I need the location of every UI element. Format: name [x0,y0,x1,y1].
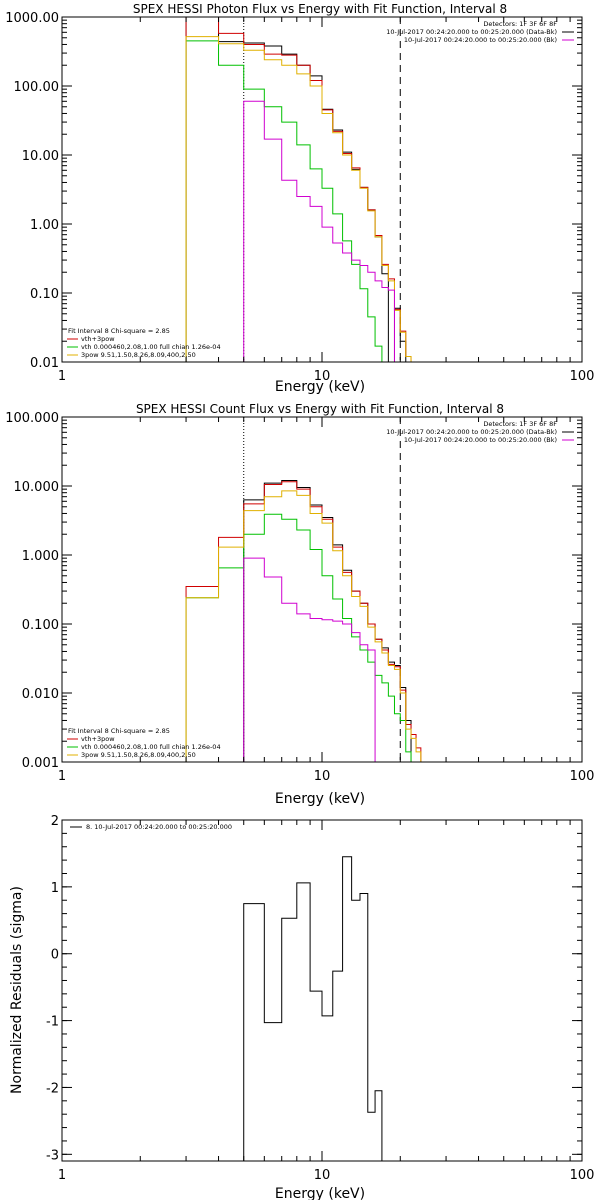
series-data-bk [185,16,407,362]
y-axis-label: Normalized Residuals (sigma) [9,886,25,1094]
series-3pow [185,490,422,762]
series-bk [243,100,395,362]
y-tick-label: 0.10 [30,287,59,302]
photon-flux-panel: SPEX HESSI Photon Flux vs Energy with Fi… [5,2,594,395]
series-vth [185,513,412,762]
y-tick-label: 1.000 [22,549,59,564]
legend-entry: Detectors: 1F 3F 6F 8F [483,20,557,28]
y-tick-label: 0.001 [22,756,59,771]
y-tick-label: 1000.00 [5,11,59,26]
x-tick-label: 10 [314,369,331,384]
y-tick-label: 2 [51,814,59,829]
x-tick-label: 100 [570,769,595,784]
x-tick-label: 10 [314,1168,331,1183]
legend-entry: Fit Interval 8 Chi-square = 2.85 [68,327,170,335]
y-tick-label: -1 [46,1015,59,1030]
x-tick-label: 100 [570,369,595,384]
legend-entry: 10-Jul-2017 00:24:20.000 to 00:25:20.000… [404,36,557,44]
legend-entry: 3pow 9.51,1.50,8.26,8.09,400,2.50 [81,751,196,759]
plot-frame [61,16,583,363]
series-vth-3pow [185,481,422,762]
x-tick-label: 100 [570,1168,595,1183]
x-tick-label: 1 [58,369,66,384]
series-8-10-jul-2017-00-24-20-000-to-00-25-20-000 [243,856,383,1161]
residuals-panel: 1 10 100 -3 -2 -1 0 1 2 Energy (keV) Normalized … [9,814,594,1200]
legend-entry: vth 0.000460,2.08,1.00 full chian 1.26e-… [81,743,221,751]
x-axis-label: Energy (keV) [275,791,365,807]
x-tick-label: 1 [58,1168,66,1183]
legend-entry: 8. 10-Jul-2017 00:24:20.000 to 00:25:20.… [86,823,232,831]
y-tick-label: 100.000 [5,411,59,426]
series-3pow [185,36,412,362]
y-tick-label: 10.000 [14,480,60,495]
legend-entry: Fit Interval 8 Chi-square = 2.85 [68,727,170,735]
y-tick-label: 1 [51,881,59,896]
y-tick-label: 0 [51,948,59,963]
y-tick-label: 0.010 [22,687,59,702]
legend-entry: Detectors: 1F 3F 6F 8F [483,420,557,428]
legend-entry: 10-Jul-2017 00:24:20.000 to 00:25:20.000… [386,428,557,436]
series-vth [185,40,383,362]
x-tick-label: 1 [58,769,66,784]
y-tick-label: -3 [46,1148,59,1163]
plot-frame [61,416,583,763]
y-tick-label: 0.100 [22,618,59,633]
legend-entry: vth+3pow [81,335,115,343]
y-tick-label: 100.00 [14,80,60,95]
y-tick-label: -2 [46,1081,59,1096]
x-axis-label: Energy (keV) [275,1186,365,1200]
count-flux-panel: SPEX HESSI Count Flux vs Energy with Fit… [5,402,594,807]
legend-entry: vth 0.000460,2.08,1.00 full chian 1.26e-… [81,343,221,351]
x-tick-label: 10 [314,769,331,784]
plot-frame [61,819,583,1162]
x-axis-label: Energy (keV) [275,379,365,395]
chart-title: SPEX HESSI Photon Flux vs Energy with Fi… [133,2,507,16]
series-vth-3pow [185,16,412,362]
series-bk [243,557,376,762]
y-tick-label: 1.00 [30,218,59,233]
chart-title: SPEX HESSI Count Flux vs Energy with Fit… [136,402,504,416]
y-tick-label: 10.00 [22,149,59,164]
legend-entry: vth+3pow [81,735,115,743]
legend-entry: 10-Jul-2017 00:24:20.000 to 00:25:20.000… [404,436,557,444]
legend-entry: 3pow 9.51,1.50,8.26,8.09,400,2.50 [81,351,196,359]
legend-entry: 10-Jul-2017 00:24:20.000 to 00:25:20.000… [386,28,557,36]
y-tick-label: 0.01 [30,356,59,371]
